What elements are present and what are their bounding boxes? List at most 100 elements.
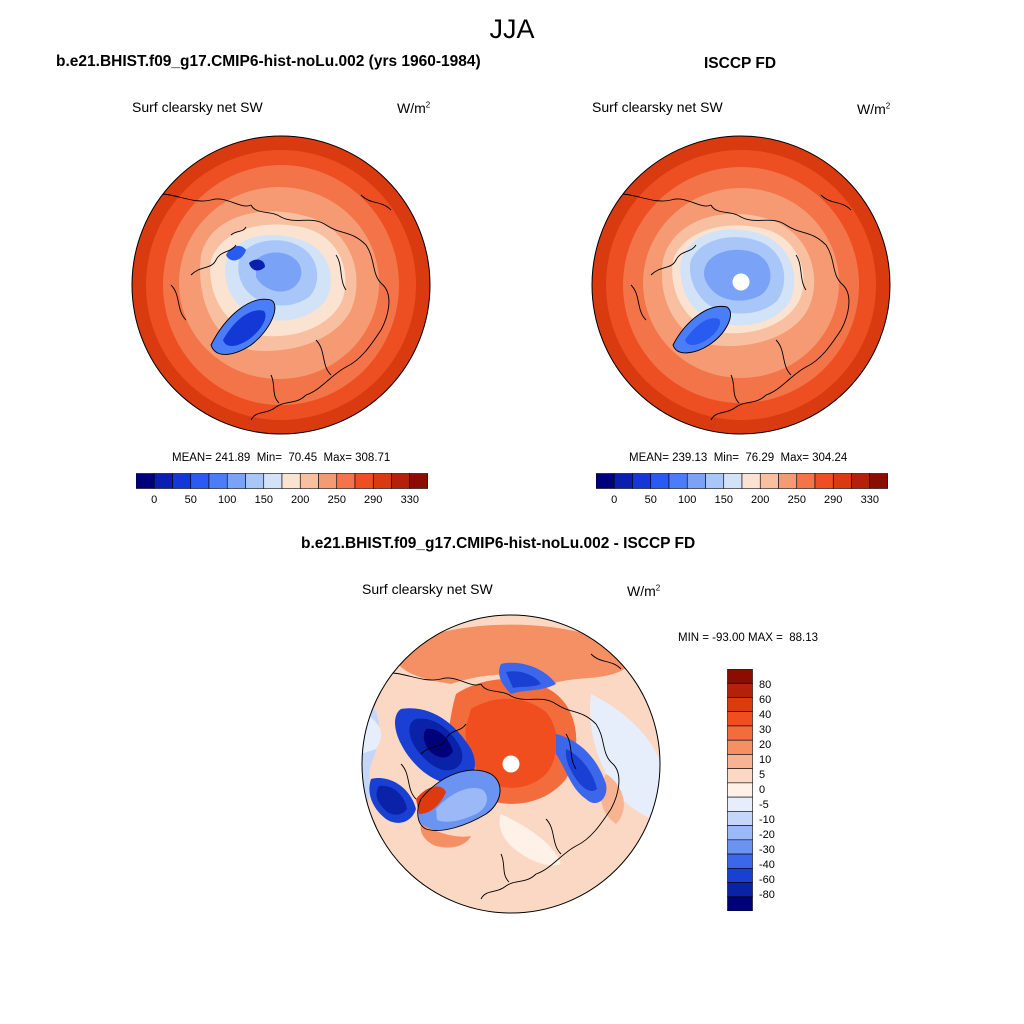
colorbar-swatch [727,739,753,755]
colorbar-swatch [727,768,753,784]
colorbar-swatch [832,473,852,489]
model-colorbar-ticks: 0 50 100 150 200 250 290 330 [136,494,428,508]
model-stats: MEAN= 241.89 Min= 70.45 Max= 308.71 [172,452,391,464]
colorbar-swatch [172,473,192,489]
model-panel-title: b.e21.BHIST.f09_g17.CMIP6-hist-noLu.002 … [56,53,481,70]
colorbar-swatch [727,811,753,826]
colorbar-swatch [391,473,411,489]
colorbar-swatch [668,473,688,489]
diff-colorbar-ticks: 80 60 40 30 20 10 5 0 -5 -10 -20 -30 -40… [759,669,799,911]
colorbar-swatch [299,473,319,489]
colorbar-swatch [632,473,652,489]
colorbar-swatch [741,473,761,489]
colorbar-tick-label: 80 [759,678,772,691]
colorbar-tick-label: 0 [151,494,158,506]
obs-panel-title: ISCCP FD [704,55,777,72]
colorbar-swatch [778,473,798,489]
colorbar-swatch [727,725,753,741]
diff-units: W/m2 [627,583,661,599]
colorbar-swatch [727,682,753,698]
colorbar-swatch [814,473,834,489]
colorbar-swatch [851,473,871,489]
colorbar-tick-label: -20 [759,828,775,841]
colorbar-swatch [190,473,210,489]
diff-variable-label: Surf clearsky net SW [362,581,493,597]
colorbar-tick-label: 150 [254,494,273,506]
colorbar-swatch [153,473,173,489]
model-colorbar [136,473,428,489]
colorbar-swatch [869,473,888,489]
colorbar-tick-label: 0 [759,783,766,796]
colorbar-tick-label: 40 [759,708,772,721]
colorbar-swatch [727,782,753,798]
colorbar-tick-label: -30 [759,843,775,856]
colorbar-swatch [727,839,753,855]
colorbar-swatch [727,796,753,812]
colorbar-swatch [409,473,428,489]
colorbar-swatch [596,473,615,489]
obs-polar-map [591,135,891,435]
colorbar-tick-label: 250 [787,494,806,506]
colorbar-tick-label: -10 [759,813,775,826]
colorbar-tick-label: 100 [678,494,697,506]
colorbar-tick-label: -40 [759,858,775,871]
obs-stats: MEAN= 239.13 Min= 76.29 Max= 304.24 [629,452,848,464]
colorbar-tick-label: 100 [218,494,237,506]
colorbar-swatch [318,473,338,489]
colorbar-swatch [136,473,155,489]
colorbar-swatch [759,473,779,489]
colorbar-swatch [727,754,753,769]
colorbar-swatch [727,669,753,684]
colorbar-swatch [613,473,633,489]
colorbar-tick-label: 10 [759,753,772,766]
colorbar-swatch [727,697,753,713]
colorbar-tick-label: 200 [291,494,310,506]
colorbar-swatch [245,473,265,489]
colorbar-swatch [208,473,228,489]
colorbar-swatch [354,473,374,489]
colorbar-swatch [796,473,816,489]
colorbar-swatch [723,473,743,489]
diff-stats: MIN = -93.00 MAX = 88.13 [678,632,818,644]
obs-units: W/m2 [857,101,891,117]
diff-polar-map [361,614,661,914]
colorbar-swatch [336,473,356,489]
colorbar-tick-label: 50 [184,494,197,506]
colorbar-tick-label: 30 [759,723,772,736]
colorbar-tick-label: 200 [751,494,770,506]
colorbar-tick-label: -5 [759,798,769,811]
diff-panel-title: b.e21.BHIST.f09_g17.CMIP6-hist-noLu.002 … [301,535,696,552]
colorbar-tick-label: 60 [759,693,772,706]
obs-colorbar [596,473,888,489]
colorbar-tick-label: 290 [824,494,843,506]
model-polar-map [131,135,431,435]
colorbar-swatch [686,473,706,489]
obs-colorbar-ticks: 0 50 100 150 200 250 290 330 [596,494,888,508]
colorbar-swatch [727,825,753,841]
colorbar-tick-label: 50 [644,494,657,506]
colorbar-tick-label: 290 [364,494,383,506]
colorbar-swatch [263,473,283,489]
colorbar-swatch [650,473,670,489]
colorbar-tick-label: 250 [327,494,346,506]
model-variable-label: Surf clearsky net SW [132,99,263,115]
colorbar-swatch [281,473,301,489]
colorbar-swatch [727,896,753,911]
colorbar-swatch [705,473,725,489]
colorbar-tick-label: 150 [714,494,733,506]
colorbar-swatch [727,882,753,898]
colorbar-swatch [372,473,392,489]
colorbar-swatch [727,711,753,727]
colorbar-swatch [727,867,753,883]
colorbar-tick-label: 330 [860,494,879,506]
colorbar-tick-label: 330 [400,494,419,506]
model-units: W/m2 [397,100,431,116]
colorbar-tick-label: -80 [759,888,775,901]
colorbar-swatch [226,473,246,489]
colorbar-swatch [727,853,753,869]
colorbar-tick-label: 20 [759,738,772,751]
colorbar-tick-label: -60 [759,873,775,886]
figure-title: JJA [489,14,535,44]
colorbar-tick-label: 0 [611,494,618,506]
colorbar-tick-label: 5 [759,768,766,781]
